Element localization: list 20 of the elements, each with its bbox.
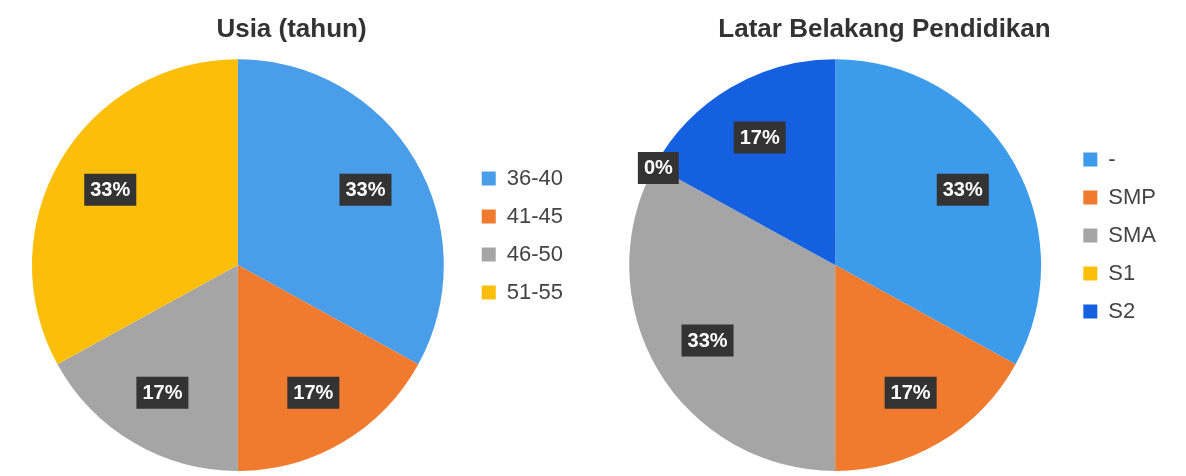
legend-label: 51-55 (506, 278, 564, 304)
data-label: 33% (687, 329, 728, 352)
data-label: 33% (345, 178, 386, 201)
data-label: 17% (293, 381, 334, 404)
legend-label: S2 (1108, 297, 1136, 323)
legend-label: 46-50 (506, 240, 564, 266)
text: 0% (643, 156, 673, 179)
data-label: 17% (739, 126, 780, 149)
legend-label: SMP (1108, 183, 1157, 209)
data-label: 17% (142, 381, 183, 404)
legend-label: 36-40 (506, 164, 564, 190)
legend-label: S1 (1108, 259, 1136, 285)
legend-label: SMA (1108, 221, 1157, 247)
legend-label: - (1108, 145, 1116, 171)
chart-title: Latar Belakang Pendidikan (718, 12, 1051, 43)
chart-title: Usia (tahun) (216, 12, 367, 43)
data-label: 33% (942, 178, 983, 201)
data-label: 33% (90, 178, 131, 201)
data-label: 17% (890, 381, 931, 404)
legend-label: 41-45 (506, 202, 564, 228)
